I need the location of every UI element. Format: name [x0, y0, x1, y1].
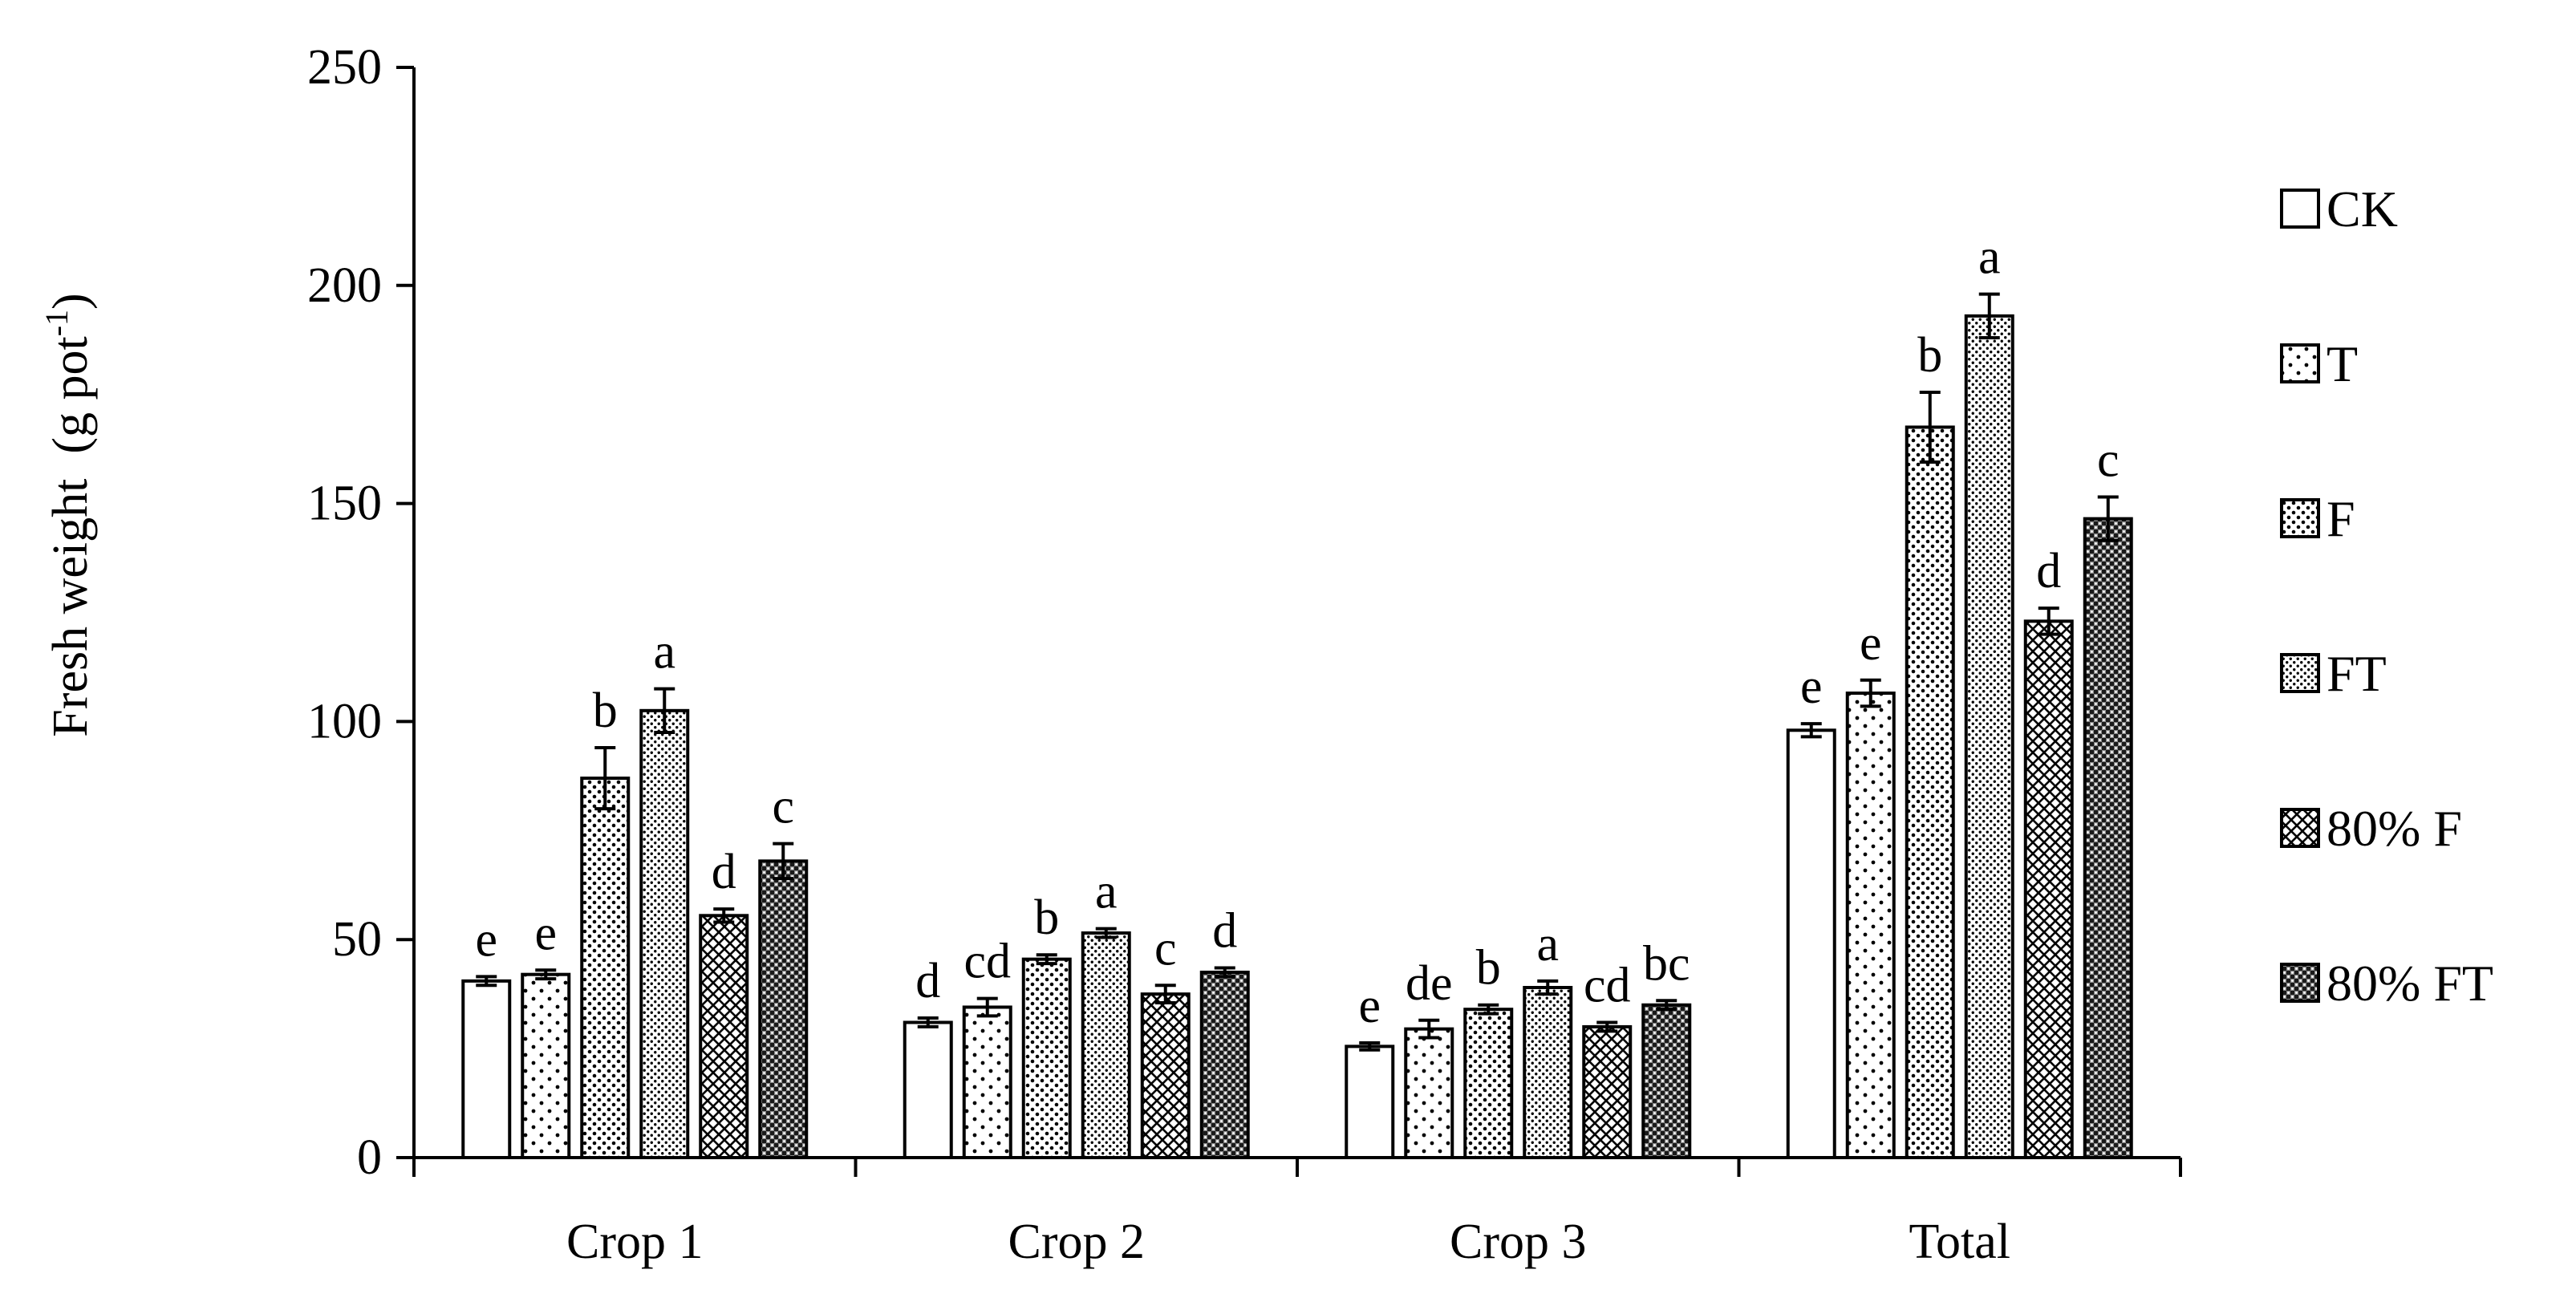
x-axis-labels: Crop 1 Crop 2 Crop 3 Total [566, 1215, 2010, 1269]
legend: CK T F FT 80% F 80% FT [2280, 181, 2493, 1012]
bar [758, 859, 809, 1160]
legend-swatch [2280, 808, 2320, 848]
bar [2083, 517, 2133, 1159]
bar [1786, 728, 1836, 1159]
legend-label: 80% F [2327, 800, 2462, 857]
legend-label: CK [2327, 181, 2398, 237]
bar [699, 914, 749, 1159]
bar [461, 979, 512, 1160]
significance-label: bc [1643, 936, 1690, 991]
bar [1523, 985, 1573, 1159]
bar [1021, 957, 1072, 1159]
significance-label: e [1800, 659, 1823, 714]
legend-swatch [2280, 343, 2320, 383]
significance-label: a [1978, 230, 2001, 285]
x-category-label: Crop 1 [566, 1215, 704, 1269]
significance-label: a [653, 625, 675, 679]
significance-label: b [593, 683, 618, 738]
y-axis-title-text: Fresh weight (g pot [43, 336, 98, 736]
legend-item: F [2280, 490, 2355, 547]
legend-swatch [2280, 189, 2320, 229]
bar [1964, 314, 2014, 1159]
y-tick-label: 150 [307, 477, 382, 531]
significance-label: d [1212, 904, 1237, 959]
y-tick-label: 100 [307, 694, 382, 748]
bar [639, 708, 690, 1159]
significance-label: b [1034, 890, 1059, 945]
y-axis-title-suffix: ) [43, 293, 98, 310]
significance-label: d [915, 954, 940, 1008]
bar [1081, 931, 1131, 1160]
significance-label: d [712, 845, 736, 899]
significance-label: e [534, 906, 557, 960]
bar [580, 777, 631, 1159]
significance-label: e [1358, 979, 1381, 1033]
significance-label: b [1917, 328, 1942, 383]
significance-label: a [1095, 865, 1118, 919]
legend-item: CK [2280, 181, 2398, 237]
significance-label: a [1536, 917, 1559, 971]
significance-label: de [1406, 956, 1453, 1011]
legend-item: FT [2280, 645, 2387, 702]
bar [1641, 1003, 1692, 1159]
legend-item: T [2280, 335, 2358, 392]
bar-group: ee ba d c [1786, 230, 2133, 1159]
legend-item: 80% F [2280, 800, 2462, 857]
y-axis-title: Fresh weight (g pot-1) [39, 293, 98, 736]
x-category-label: Total [1909, 1215, 2010, 1269]
x-category-label: Crop 2 [1008, 1215, 1146, 1269]
axes [412, 67, 2182, 1177]
significance-label: d [2036, 544, 2061, 598]
bar [1345, 1044, 1395, 1159]
bar [1845, 692, 1896, 1159]
legend-swatch [2280, 963, 2320, 1003]
legend-label: 80% FT [2327, 955, 2493, 1012]
y-axis-ticks: 0 50 100 150 200 250 [307, 40, 414, 1185]
bar [962, 1005, 1012, 1160]
bar [1582, 1024, 1633, 1160]
bar [1140, 992, 1191, 1160]
bar [2023, 619, 2074, 1159]
bar [1463, 1008, 1514, 1160]
significance-label: b [1476, 941, 1501, 996]
legend-label: F [2327, 490, 2355, 547]
x-category-label: Crop 3 [1450, 1215, 1587, 1269]
bar-group: e de b acd bc [1345, 917, 1692, 1160]
y-tick-label: 0 [357, 1130, 382, 1185]
significance-label: c [2097, 432, 2120, 487]
bar [903, 1020, 953, 1160]
bar-group: d cdb ac d [903, 865, 1250, 1160]
y-axis-title-superscript: -1 [39, 310, 75, 336]
significance-label: c [772, 780, 794, 834]
y-tick-label: 200 [307, 258, 382, 313]
significance-label: c [1154, 921, 1177, 976]
significance-label: cd [1584, 958, 1631, 1012]
significance-label: e [1860, 616, 1882, 671]
legend-swatch [2280, 653, 2320, 693]
bar [1905, 425, 1955, 1159]
legend-swatch [2280, 498, 2320, 538]
bar [1199, 970, 1250, 1159]
legend-label: FT [2327, 645, 2387, 702]
legend-label: T [2327, 335, 2358, 392]
significance-label: cd [963, 935, 1011, 989]
y-tick-label: 50 [332, 912, 382, 967]
significance-label: e [475, 912, 497, 967]
y-tick-label: 250 [307, 40, 382, 95]
bar [1404, 1027, 1454, 1159]
bar [521, 972, 571, 1159]
legend-item: 80% FT [2280, 955, 2493, 1012]
